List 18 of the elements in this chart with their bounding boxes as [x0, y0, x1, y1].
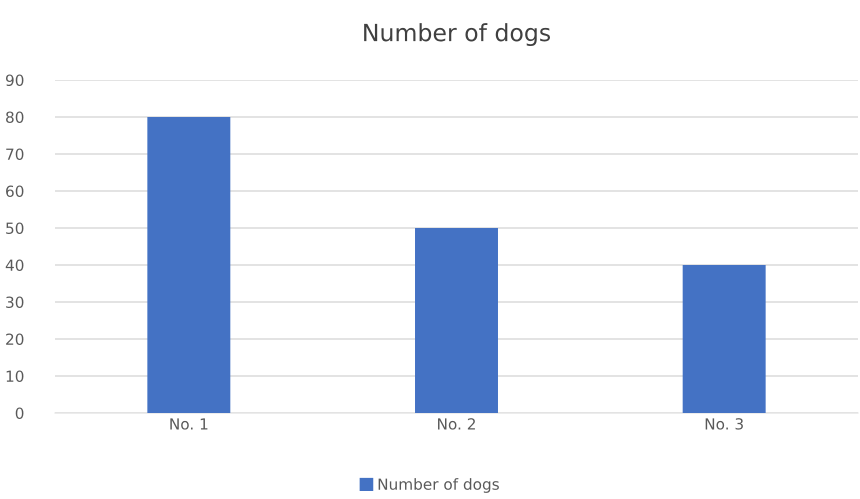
- y-tick-label: 80: [6, 111, 24, 124]
- y-tick-label: 90: [6, 74, 24, 86]
- bar: [415, 228, 498, 413]
- y-tick-label: 0: [16, 407, 24, 420]
- y-tick-label: 20: [6, 333, 24, 346]
- x-tick-label: No. 2: [438, 418, 475, 430]
- bar: [147, 117, 230, 413]
- y-tick-label: 40: [6, 259, 24, 272]
- chart-title: Number of dogs: [364, 23, 550, 46]
- y-tick-label: 30: [6, 296, 24, 308]
- legend-label: Number of dogs: [378, 478, 499, 493]
- y-tick-label: 10: [6, 370, 24, 382]
- y-tick-label: 50: [6, 222, 24, 234]
- y-tick-label: 60: [6, 185, 24, 198]
- x-tick-label: No. 1: [170, 418, 208, 430]
- y-tick-label: 70: [6, 148, 24, 160]
- bar: [682, 265, 766, 413]
- x-tick-label: No. 3: [706, 418, 743, 430]
